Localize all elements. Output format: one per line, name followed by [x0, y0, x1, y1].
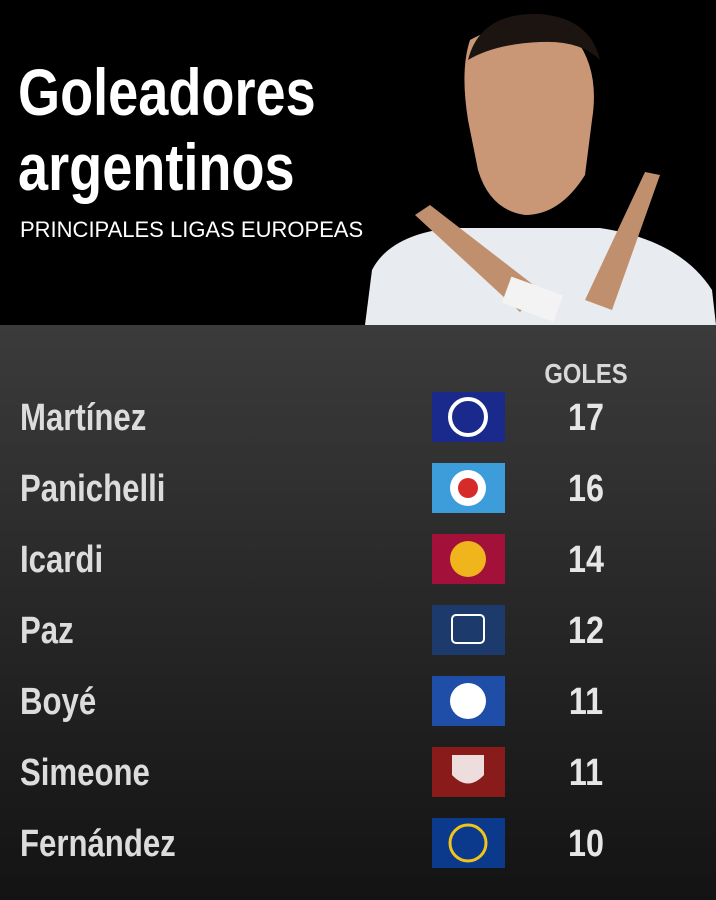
player-name: Boyé — [20, 681, 96, 723]
player-name: Icardi — [20, 539, 103, 581]
logo-chelsea-ring — [448, 823, 488, 863]
table-background — [0, 325, 716, 900]
player-photo — [365, 13, 716, 325]
logo-torino-shield — [452, 755, 484, 784]
club-logos — [432, 392, 505, 868]
goals: 17 — [568, 397, 604, 439]
logo-como-shield — [451, 614, 485, 644]
logo-alaves-ring — [450, 683, 486, 719]
player-name: Panichelli — [20, 468, 165, 510]
goals: 16 — [568, 468, 604, 510]
goals: 14 — [568, 539, 604, 581]
goals: 12 — [568, 610, 604, 652]
goals: 11 — [569, 752, 603, 794]
logo-inter-ring — [448, 397, 488, 437]
logo-galatasaray-ring — [450, 541, 486, 577]
player-name: Martínez — [20, 397, 146, 439]
logo-como — [432, 605, 505, 655]
player-name: Fernández — [20, 823, 176, 865]
subtitle: PRINCIPALES LIGAS EUROPEAS — [20, 217, 363, 242]
column-header: GOLES — [544, 357, 627, 389]
logo-strasbourg-core — [458, 478, 478, 498]
goals: 11 — [569, 681, 603, 723]
player-name: Simeone — [20, 752, 150, 794]
title-line-2: argentinos — [18, 130, 295, 204]
player-name: Paz — [20, 610, 74, 652]
goals: 10 — [568, 823, 604, 865]
title-line-1: Goleadores — [18, 55, 316, 129]
